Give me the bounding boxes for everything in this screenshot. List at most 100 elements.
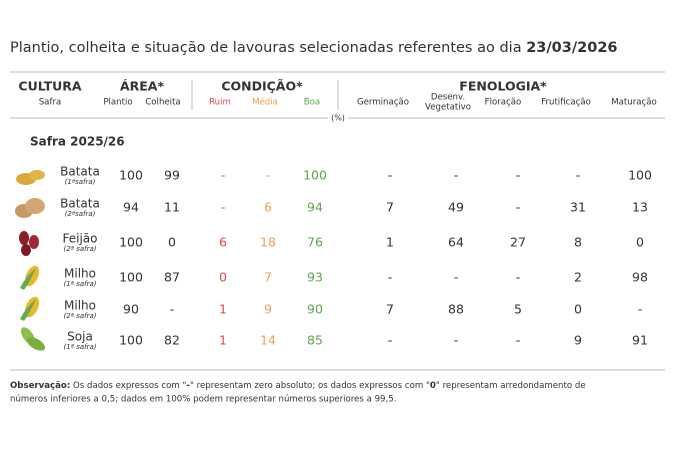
table-cell: - [454,270,459,285]
crop-name: Milho [64,267,96,281]
table-cell: - [516,168,521,183]
bean-icon [19,231,39,256]
note-label: Observação: [10,381,70,391]
column-header: Média [252,97,278,108]
crop-season: (2ª safra) [63,245,96,253]
group-header: FENOLOGIA* [459,79,547,94]
column-header: Desenv. [431,93,465,103]
column-header: Vegetativo [425,103,471,113]
table-cell: 1 [386,235,394,250]
column-header: Ruim [209,98,231,108]
table-cell: 13 [632,200,648,215]
table-cell: 9 [264,302,272,317]
crop-season: (2ªsafra) [65,210,96,218]
table-cell: - [388,270,393,285]
table-cell: - [388,168,393,183]
table-cell: 99 [164,168,180,183]
column-header: Maturação [611,98,657,108]
potato-icon [15,198,45,218]
column-header: Plantio [103,98,132,108]
column-header: Frutificação [541,98,591,108]
table-cell: 0 [636,235,644,250]
corn-icon [20,265,40,290]
note-line-2: números inferiores a 0,5; dados em 100% … [10,395,396,405]
crop-season: (1ªsafra) [65,178,96,186]
corn-icon [20,296,40,321]
table-cell: 100 [303,168,327,183]
table-cell: - [576,168,581,183]
table-cell: 64 [448,235,464,250]
note-text: 0 [430,381,436,391]
table-cell: 100 [119,270,143,285]
table-cell: 1 [219,302,227,317]
table-cell: 98 [632,270,648,285]
table-cell: 7 [386,302,394,317]
section-title: Safra 2025/26 [30,135,125,149]
title-date: 23/03/2026 [526,40,617,56]
crop-season: (1ª safra) [63,343,96,351]
table-cell: 94 [307,200,323,215]
table-cell: 88 [448,302,464,317]
table-cell: 100 [119,333,143,348]
table-cell: - [638,302,643,317]
icons [15,170,46,351]
table-cell: 87 [164,270,180,285]
table-cell: 8 [574,235,582,250]
unit-label: (%) [331,114,345,123]
table-cell: 6 [219,235,227,250]
table-cell: 18 [260,235,276,250]
table-cell: - [170,302,175,317]
table-cell: 93 [307,270,323,285]
title-text: Plantio, colheita e situação de lavouras… [10,40,526,56]
note-text: - [186,381,190,391]
group-header: CONDIÇÃO* [221,79,303,94]
note-text: " representam arredondamento de [436,381,586,391]
table-cell: 27 [510,235,526,250]
table-cell: 85 [307,333,323,348]
column-header: Colheita [145,98,180,108]
table-cell: - [516,270,521,285]
table-cell: 76 [307,235,323,250]
table-cell: 9 [574,333,582,348]
table-cell: 90 [307,302,323,317]
crop-season: (2ª safra) [63,312,96,320]
crop-name: Milho [64,299,96,313]
table-cell: 90 [123,302,139,317]
table-cell: - [266,168,271,183]
title: Plantio, colheita e situação de lavouras… [10,40,618,56]
table-cell: 94 [123,200,139,215]
table-cell: 100 [628,168,652,183]
note-text: Os dados expressos com " [70,381,186,391]
note-line-1: Observação: Os dados expressos com "- " r… [10,381,586,391]
table-cell: - [221,200,226,215]
table-cell: 49 [448,200,464,215]
table-cell: 7 [386,200,394,215]
table-cell: 0 [168,235,176,250]
column-header: Floração [485,98,522,108]
table-cell: 7 [264,270,272,285]
group-header: CULTURA [18,79,82,94]
table-cell: 0 [574,302,582,317]
table-cell: 1 [219,333,227,348]
crop-name: Batata [60,165,100,179]
table-cell: 100 [119,235,143,250]
potato-icon [16,170,45,185]
crop-name: Soja [67,330,93,344]
table-cell: 31 [570,200,586,215]
crop-name: Batata [60,197,100,211]
table-cell: - [516,200,521,215]
table-cell: 0 [219,270,227,285]
table-cell: - [454,333,459,348]
column-header: Safra [39,98,62,108]
table-cell: - [516,333,521,348]
table-cell: 5 [514,302,522,317]
table-cell: 2 [574,270,582,285]
column-header: Germinação [357,98,409,108]
table-cell: - [454,168,459,183]
crop-season: (1ª safra) [63,280,96,288]
crop-name: Feijão [63,232,98,246]
table-cell: 91 [632,333,648,348]
table-cell: 100 [119,168,143,183]
